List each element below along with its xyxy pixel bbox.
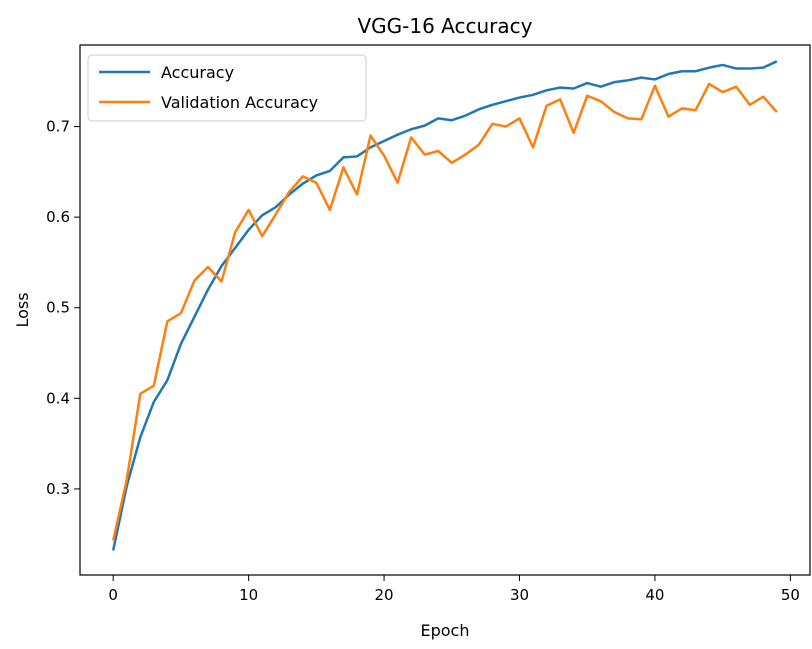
x-tick-label: 20 [375,586,394,604]
x-axis: 0 10 20 30 40 50 [108,575,800,604]
x-axis-label: Epoch [421,621,470,640]
legend: Accuracy Validation Accuracy [87,54,367,122]
x-tick-label: 0 [108,586,118,604]
series-line-accuracy [111,60,778,551]
y-tick-label: 0.3 [46,480,70,498]
series-line-validation-accuracy [111,82,778,541]
y-tick-label: 0.7 [46,118,70,136]
y-tick-label: 0.4 [46,389,70,407]
legend-box [87,54,367,122]
y-axis: 0.3 0.4 0.5 0.6 0.7 [46,118,80,498]
legend-label-validation-accuracy: Validation Accuracy [161,93,318,112]
x-tick-label: 30 [510,586,529,604]
plot-area-frame [79,44,811,576]
x-tick-label: 40 [645,586,664,604]
y-tick-label: 0.5 [46,299,70,317]
y-axis-label: Loss [13,292,32,327]
x-tick-label: 50 [781,586,800,604]
chart-title: VGG-16 Accuracy [357,14,532,38]
y-tick-label: 0.6 [46,208,70,226]
x-tick-label: 10 [239,586,258,604]
legend-label-accuracy: Accuracy [161,63,234,82]
series-layer [111,60,778,551]
